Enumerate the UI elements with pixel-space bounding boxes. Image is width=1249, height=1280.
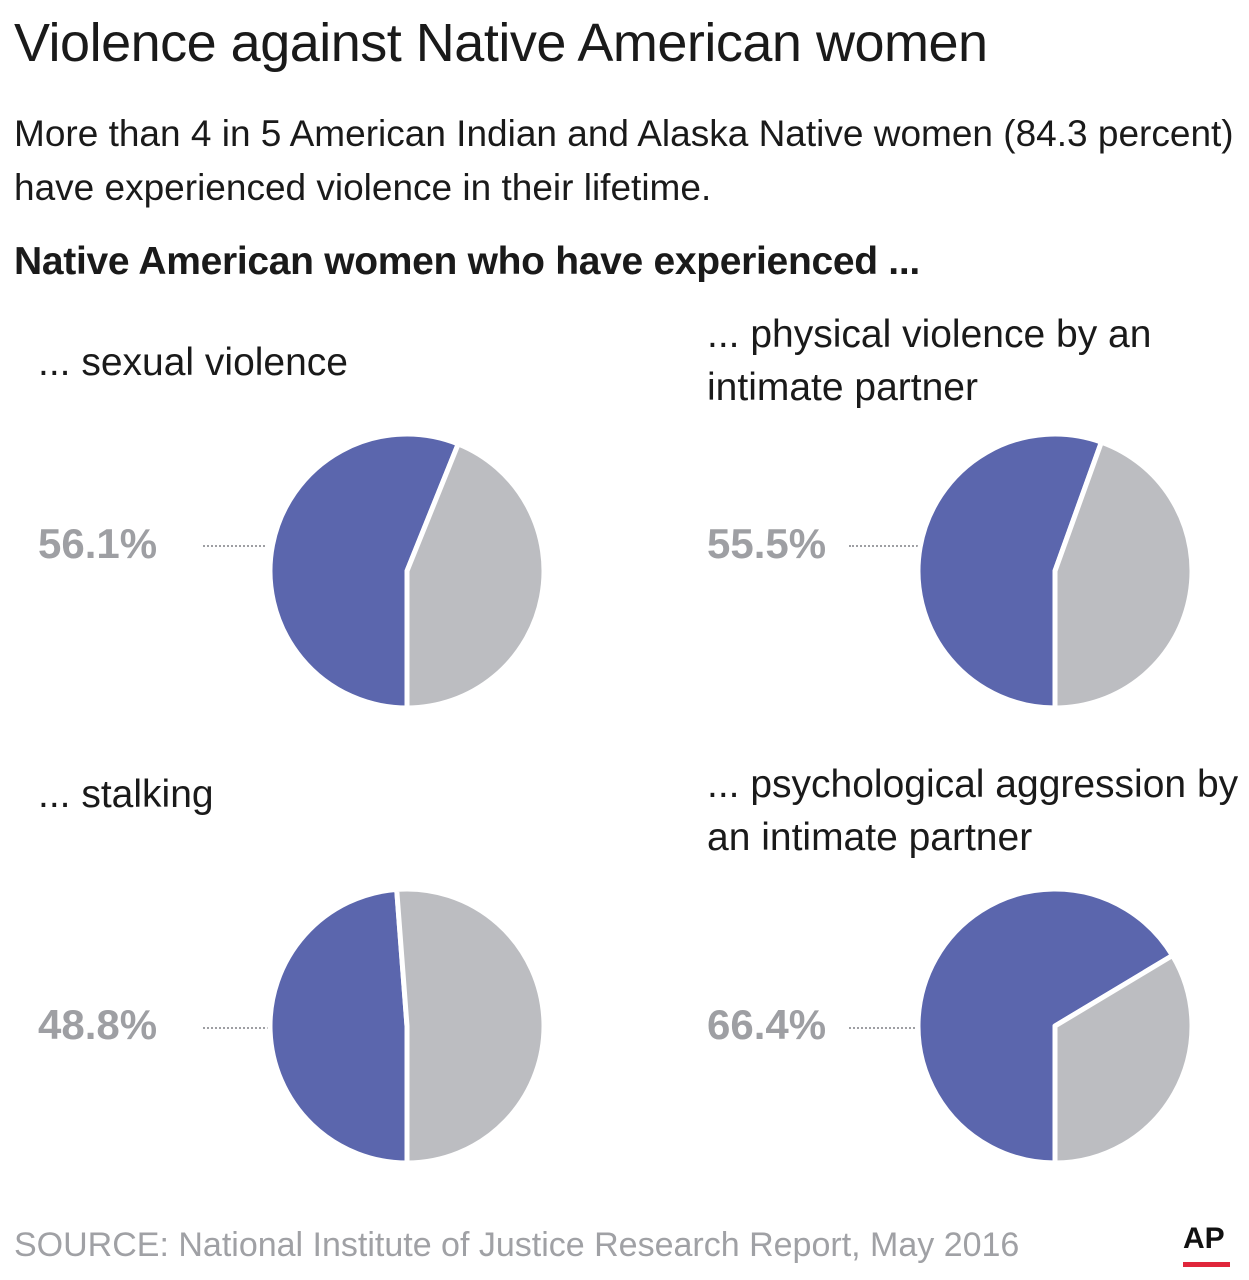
section-heading: Native American women who have experienc… <box>14 240 920 283</box>
leader-line <box>849 545 921 547</box>
pie-slice-primary <box>915 886 1175 1166</box>
value-label-sexual-violence: 56.1% <box>38 520 158 567</box>
pie-slice-primary <box>267 886 410 1166</box>
ap-logo: AP <box>1183 1222 1225 1255</box>
pie-slice-primary <box>915 431 1104 711</box>
chart-subtitle: More than 4 in 5 American Indian and Ala… <box>14 113 1234 208</box>
pie-slice-remainder <box>1052 439 1195 711</box>
chart-title: Violence against Native American women <box>14 13 988 73</box>
pie-slice-remainder <box>394 886 547 1166</box>
value-label-physical-violence: 55.5% <box>707 520 827 567</box>
pie-slice-primary <box>267 431 461 711</box>
pie-slice-remainder <box>404 441 547 711</box>
leader-line <box>203 1027 273 1029</box>
value-label-psychological-aggression: 66.4% <box>707 1001 827 1048</box>
leader-line <box>849 1027 919 1029</box>
pie-slice-remainder <box>1052 953 1195 1166</box>
panel-label-physical-violence: ... physical violence by an intimate par… <box>707 313 1152 409</box>
panel-label-stalking: ... stalking <box>38 773 214 816</box>
panel-label-psychological-aggression: ... psychological aggression by an intim… <box>707 763 1239 859</box>
ap-logo-bar <box>1183 1262 1230 1267</box>
panel-label-sexual-violence: ... sexual violence <box>38 341 349 384</box>
leader-line <box>203 545 265 547</box>
value-label-stalking: 48.8% <box>38 1001 158 1048</box>
source-note: SOURCE: National Institute of Justice Re… <box>14 1226 1020 1264</box>
